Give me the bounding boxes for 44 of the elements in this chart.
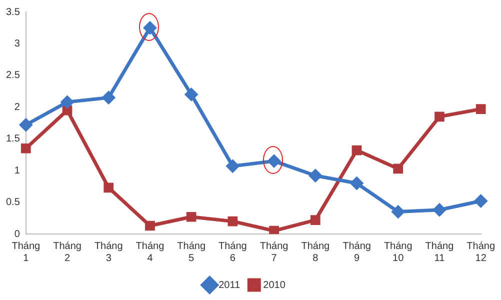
point <box>433 204 446 216</box>
y-tick-label: 2 <box>14 102 20 113</box>
point <box>309 169 322 182</box>
point <box>20 143 31 154</box>
y-tick-label: 1.5 <box>6 134 20 145</box>
point <box>352 145 362 156</box>
x-tick-label: Tháng 11 <box>425 240 454 264</box>
point <box>226 160 239 172</box>
y-tick-label: 2.5 <box>6 70 20 82</box>
x-tick-label: Tháng 4 <box>136 240 164 264</box>
point <box>102 91 115 104</box>
x-tick-label: Tháng 9 <box>342 240 371 264</box>
y-tick-label: 3 <box>14 38 20 50</box>
point <box>20 118 32 132</box>
point <box>186 212 196 222</box>
point <box>310 215 320 225</box>
point <box>228 216 238 226</box>
y-tick-label: 0.5 <box>6 197 20 208</box>
x-tick-label: Tháng 7 <box>260 240 288 264</box>
legend-label: 2010 <box>263 280 286 291</box>
point <box>104 182 114 193</box>
point <box>62 105 72 116</box>
point <box>476 104 486 114</box>
point <box>434 112 444 122</box>
point <box>393 164 404 174</box>
point <box>392 206 404 218</box>
x-tick-label: Tháng 3 <box>94 240 123 264</box>
point <box>61 96 74 108</box>
point <box>350 177 364 190</box>
x-tick-label: Tháng 8 <box>301 240 330 264</box>
x-tick-label: Tháng 5 <box>177 240 206 264</box>
x-tick-label: Tháng 12 <box>466 240 495 264</box>
x-tick-label: Tháng 6 <box>218 240 247 264</box>
y-tick-label: 3.5 <box>6 6 20 18</box>
x-tick-label: Tháng 2 <box>53 240 82 264</box>
y-tick-label: 1 <box>14 165 20 176</box>
point <box>185 88 198 101</box>
x-tick-label: Tháng 1 <box>12 240 40 264</box>
point <box>474 194 488 208</box>
x-tick-label: Tháng 10 <box>384 240 412 264</box>
y-tick-label: 0 <box>14 228 20 240</box>
legend-label: 2011 <box>218 280 241 291</box>
point <box>269 226 279 234</box>
point <box>145 220 155 231</box>
